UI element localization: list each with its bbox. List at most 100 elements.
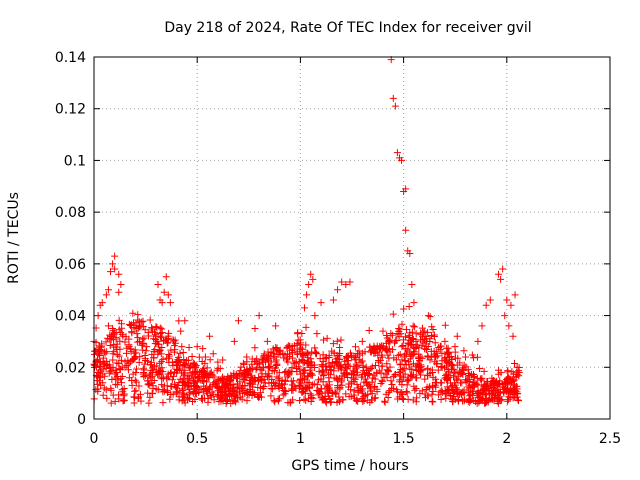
data-point [113,351,121,359]
data-point [470,354,478,362]
data-point [323,334,331,342]
data-point [113,381,121,389]
data-point [476,394,484,402]
data-point [333,375,341,383]
data-point [413,341,421,349]
data-point [117,281,125,289]
data-point [255,312,263,320]
data-point [480,367,488,375]
data-point [136,390,144,398]
data-point [412,330,420,338]
data-point [319,378,327,386]
data-point [144,389,152,397]
data-point [251,344,259,352]
data-point [191,395,199,403]
data-point [259,363,267,371]
data-point [193,343,201,351]
data-point [336,362,344,370]
data-point [337,336,345,344]
data-point [383,331,391,339]
data-point [132,368,140,376]
data-point [171,346,179,354]
data-point [445,386,453,394]
data-point [159,355,167,363]
data-point [365,327,373,335]
data-point [400,352,408,360]
data-point [504,373,512,381]
data-point [248,372,256,380]
data-point [274,395,282,403]
data-point [313,350,321,358]
data-point [91,347,99,355]
data-point [424,352,432,360]
y-tick-label: 0 [77,412,86,428]
data-point [227,377,235,385]
data-point [102,338,110,346]
data-point [499,265,507,273]
data-point [510,386,518,394]
data-point [482,301,490,309]
data-point [336,343,344,351]
data-point [339,396,347,404]
data-point [184,356,192,364]
data-point [318,367,326,375]
data-point [490,397,498,405]
data-point [173,384,181,392]
data-point [213,382,221,390]
data-point [311,344,319,352]
y-tick-label: 0.14 [55,50,86,66]
data-point [454,376,462,384]
data-point [429,398,437,406]
data-point [437,342,445,350]
data-point [485,391,493,399]
data-point [122,349,130,357]
data-point [232,398,240,406]
data-point [484,386,492,394]
data-point [115,288,123,296]
data-point [164,339,172,347]
data-points [90,56,523,407]
data-point [249,375,257,383]
data-point [106,335,114,343]
data-point [362,375,370,383]
data-point [514,390,522,398]
data-point [457,368,465,376]
data-point [145,399,153,407]
data-point [175,317,183,325]
data-point [350,391,358,399]
data-point [493,377,501,385]
data-point [184,394,192,402]
data-point [307,394,315,402]
data-point [483,398,491,406]
data-point [234,317,242,325]
data-point [269,385,277,393]
data-point [434,366,442,374]
data-point [405,302,413,310]
data-point [325,363,333,371]
data-point [344,357,352,365]
data-point [362,368,370,376]
data-point [352,397,360,405]
data-point [319,395,327,403]
data-point [424,312,432,320]
data-point [102,365,110,373]
data-point [511,381,519,389]
data-point [99,391,107,399]
data-point [416,357,424,365]
data-point [388,331,396,339]
data-point [283,344,291,352]
data-point [421,394,429,402]
data-point [118,324,126,332]
data-point [112,333,120,341]
data-point [115,270,123,278]
data-point [391,102,399,110]
data-point [436,345,444,353]
data-point [301,350,309,358]
data-point [115,360,123,368]
data-point [166,299,174,307]
data-point [477,376,485,384]
data-point [411,323,419,331]
x-tick-label: 0.5 [186,431,208,447]
data-point [317,299,325,307]
data-point [456,390,464,398]
